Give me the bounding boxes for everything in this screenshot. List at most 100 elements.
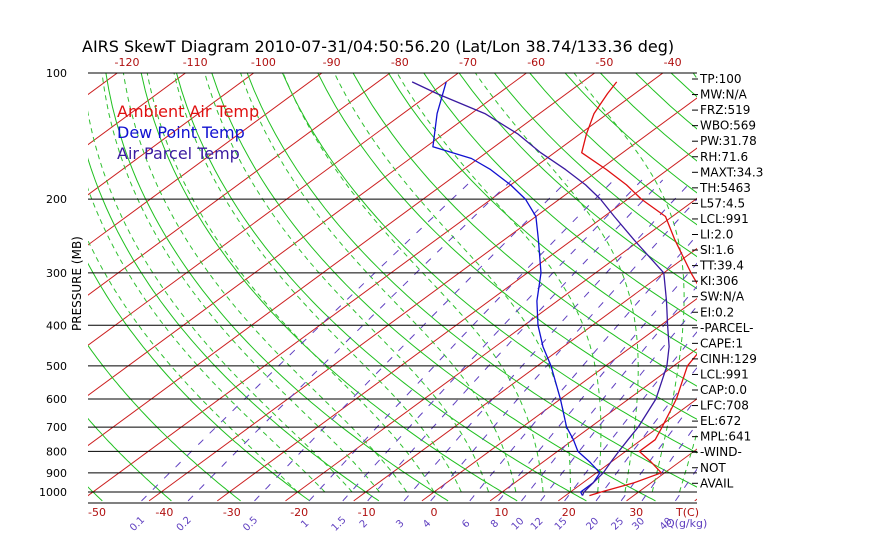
pressure-tick-label: 1000	[39, 486, 67, 499]
isotherm-line	[148, 97, 697, 502]
pressure-tick-label: 100	[46, 67, 67, 80]
bottom-temperature-tick-label: -30	[223, 506, 241, 519]
bottom-temperature-axis: -50 -40 -30 -20 -10 0 10 20 30	[88, 506, 643, 519]
dry-adiabat-line	[88, 344, 241, 502]
moist-adiabat-line	[88, 110, 353, 493]
background-lines	[88, 73, 697, 502]
stat-value: LCL:991	[700, 367, 749, 381]
stat-value: FRZ:519	[700, 103, 750, 117]
dry-adiabat-line	[140, 73, 518, 502]
dry-adiabat-line	[105, 73, 449, 502]
mixing-ratio-line	[641, 423, 697, 502]
isotherm-line	[489, 348, 697, 502]
pressure-tick-label: 200	[46, 193, 67, 206]
bottom-temperature-tick-label: 10	[494, 506, 508, 519]
mixing-ratio-line	[540, 305, 697, 502]
mixing-ratio-line	[498, 262, 697, 502]
mixing-ratio-line	[254, 179, 569, 502]
stat-value: KI:306	[700, 274, 738, 288]
top-temperature-tick-label: -80	[391, 56, 409, 69]
isotherm-line	[421, 297, 697, 502]
mixing-ratio-line	[620, 396, 697, 502]
dry-adiabat-line	[88, 157, 380, 502]
chart-title: AIRS SkewT Diagram 2010-07-31/04:50:56.2…	[82, 37, 674, 56]
moist-adiabat-line	[474, 73, 639, 493]
dry-adiabat-line	[352, 73, 697, 387]
dry-adiabat-line	[317, 73, 697, 420]
dry-adiabat-line	[88, 262, 311, 502]
stat-value: -WIND-	[700, 445, 742, 459]
mixing-ratio-line	[308, 179, 615, 502]
moist-adiabat-line	[679, 73, 697, 493]
stat-value: TT:39.4	[699, 259, 744, 273]
stat-value: LFC:708	[700, 399, 749, 413]
pressure-tick-label: 300	[46, 267, 67, 280]
bottom-temperature-tick-label: -50	[88, 506, 106, 519]
stat-value: CAPE:1	[700, 336, 743, 350]
mixing-ratio-line	[469, 234, 697, 502]
bottom-temperature-tick-label: -40	[155, 506, 173, 519]
mixing-ratio-line	[595, 366, 697, 502]
isotherm-line	[88, 73, 187, 146]
stat-value: SI:1.6	[700, 243, 734, 257]
stat-value: NOT	[700, 461, 726, 475]
top-temperature-tick-label: -120	[115, 56, 140, 69]
dry-adiabat-line	[387, 73, 697, 354]
moist-adiabat-line	[88, 239, 298, 493]
temperature-unit-label: T(C)	[675, 506, 699, 519]
stat-value: L57:4.5	[700, 196, 745, 210]
top-temperature-tick-label: -40	[664, 56, 682, 69]
dry-adiabat-line	[493, 73, 697, 258]
pressure-tick-label: 600	[46, 393, 67, 406]
dry-adiabat-line	[246, 73, 697, 488]
isotherm-line	[353, 247, 697, 502]
stat-value: TH:5463	[699, 181, 751, 195]
dry-adiabat-line	[88, 417, 172, 502]
profile-air-parcel-temp	[411, 81, 670, 496]
stat-value: -PARCEL-	[700, 321, 754, 335]
isotherm-line	[88, 73, 255, 196]
pressure-tick-label: 800	[46, 445, 67, 458]
y-axis-label: PRESSURE (MB)	[70, 236, 84, 331]
stat-value: CAP:0.0	[700, 383, 747, 397]
pressure-tick-label: 700	[46, 421, 67, 434]
moist-adiabat-line	[282, 73, 544, 493]
moist-adiabat-line	[88, 187, 326, 493]
moist-adiabat-line	[173, 73, 462, 493]
mixing-ratio-line	[674, 468, 697, 502]
stat-value: SW:N/A	[700, 290, 745, 304]
isotherm-line	[285, 197, 697, 502]
mixing-ratio-line	[430, 198, 697, 502]
top-temperature-tick-label: -60	[527, 56, 545, 69]
isobar-lines	[88, 72, 697, 504]
profile-dew-point-temp	[432, 81, 601, 496]
isotherm-line	[88, 73, 391, 296]
bottom-temperature-tick-label: 20	[562, 506, 576, 519]
pressure-tick-label: 400	[46, 319, 67, 332]
legend-air-parcel-temp: Air Parcel Temp	[117, 144, 240, 163]
mixing-ratio-line	[187, 179, 513, 502]
isotherm-line	[88, 73, 460, 346]
stat-value: MW:N/A	[700, 88, 748, 102]
stat-value: CINH:129	[700, 352, 757, 366]
stat-value: LI:2.0	[700, 228, 733, 242]
mixing-ratio-line	[403, 179, 694, 502]
top-temperature-axis: -120 -110 -100 -90 -80 -70 -60 -50 -40	[115, 56, 682, 69]
top-temperature-tick-label: -100	[251, 56, 276, 69]
moist-adiabat-line	[146, 73, 435, 493]
legend: Ambient Air Temp Dew Point Temp Air Parc…	[117, 102, 259, 163]
isotherm-line	[88, 73, 323, 246]
isotherm-line	[88, 73, 664, 497]
top-temperature-tick-label: -50	[595, 56, 613, 69]
mixing-ratio-unit-label: Q(g/kg)	[666, 517, 707, 530]
bottom-temperature-tick-label: 0	[431, 506, 438, 519]
pressure-tick-label: 500	[46, 360, 67, 373]
moist-adiabat-line	[122, 73, 408, 493]
profile-lines	[411, 81, 697, 497]
mixing-ratio-line	[521, 285, 697, 502]
stat-value: EL:672	[700, 414, 741, 428]
legend-dew-point-temp: Dew Point Temp	[117, 123, 245, 142]
isotherm-line	[558, 398, 697, 502]
